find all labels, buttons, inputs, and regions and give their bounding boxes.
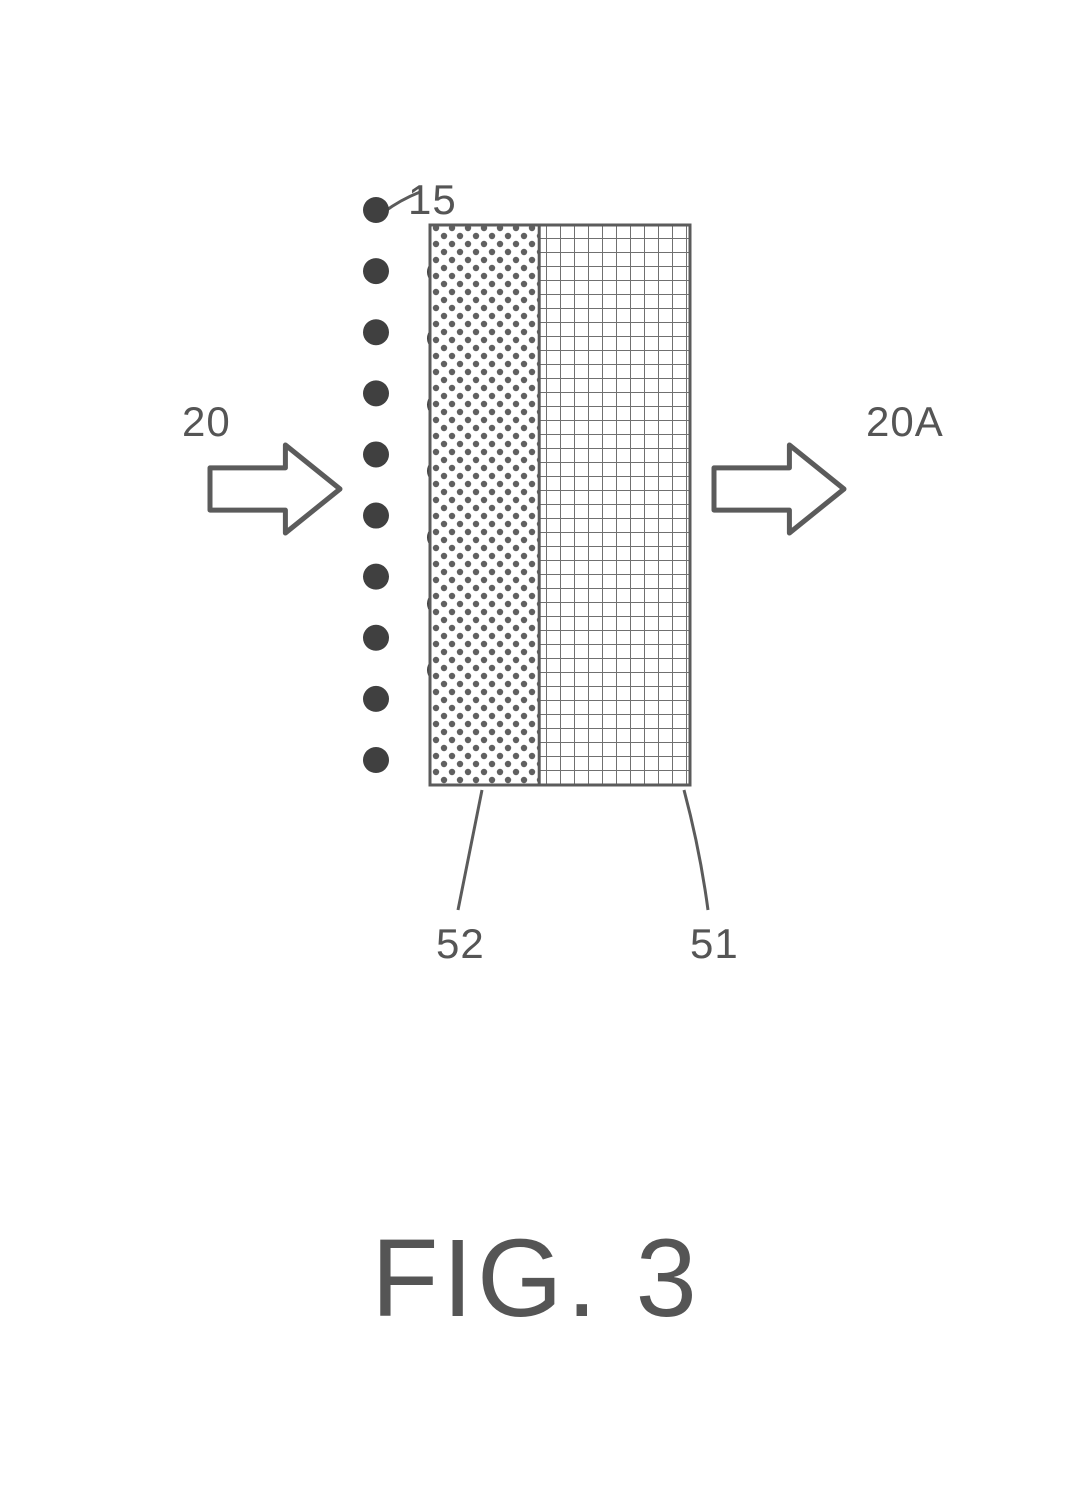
filter-box	[430, 225, 690, 785]
label-20: 20	[182, 398, 231, 446]
diagram-stage: 15 20 20A 52 51 FIG. 3	[0, 0, 1072, 1500]
figure-caption: FIG. 3	[336, 1215, 736, 1342]
label-15: 15	[408, 176, 457, 224]
label-52: 52	[436, 920, 485, 968]
label-51: 51	[690, 920, 739, 968]
label-20a: 20A	[866, 398, 944, 446]
